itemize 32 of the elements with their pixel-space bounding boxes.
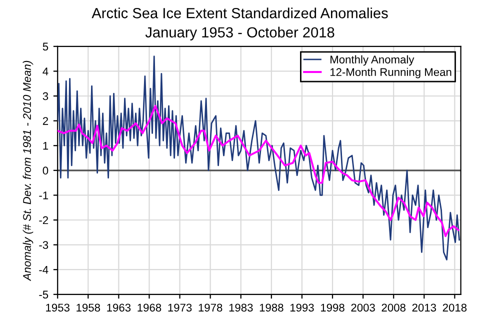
chart-title: Arctic Sea Ice Extent Standardized Anomalies <box>92 8 388 18</box>
legend-label: Monthly Anomaly <box>330 55 414 66</box>
x-tick-label: 2003 <box>351 304 375 312</box>
x-tick-label: 1983 <box>229 304 253 312</box>
x-tick-label: 2008 <box>382 304 406 312</box>
y-axis-title: Anomaly (# St. Dev. from 1981 - 2010 Mean) <box>22 60 34 282</box>
chart-subtitle: January 1953 - October 2018 <box>145 26 334 40</box>
y-tick-label: 2 <box>42 117 48 125</box>
x-tick-label: 1988 <box>260 304 284 312</box>
x-tick-label: 1973 <box>168 304 192 312</box>
line-series <box>58 56 460 260</box>
y-tick-label: -4 <box>39 266 48 274</box>
y-tick-label: 1 <box>43 142 48 150</box>
x-tick-label: 1978 <box>198 304 222 312</box>
y-tick-label: -5 <box>39 290 48 299</box>
line-series <box>58 104 460 238</box>
y-tick-label: 0 <box>42 166 48 175</box>
x-tick-label: 1958 <box>76 304 100 312</box>
y-tick-label: -3 <box>39 241 48 249</box>
x-tick-label: 1993 <box>290 304 314 312</box>
x-tick-label: 1953 <box>46 304 70 312</box>
y-tick-label: 5 <box>42 42 48 51</box>
y-tick-label: 4 <box>42 68 48 76</box>
x-tick-label: 1998 <box>321 304 344 312</box>
x-tick-label: 1963 <box>107 304 131 312</box>
x-tick-label: 1968 <box>138 304 162 312</box>
x-tick-label: 2018 <box>442 304 467 312</box>
x-tick-label: 2013 <box>412 304 436 312</box>
legend-label: 12-Month Running Mean <box>330 68 452 78</box>
y-tick-label: -2 <box>39 216 48 224</box>
y-tick-label: -1 <box>39 192 48 200</box>
y-tick-label: 3 <box>42 92 48 100</box>
